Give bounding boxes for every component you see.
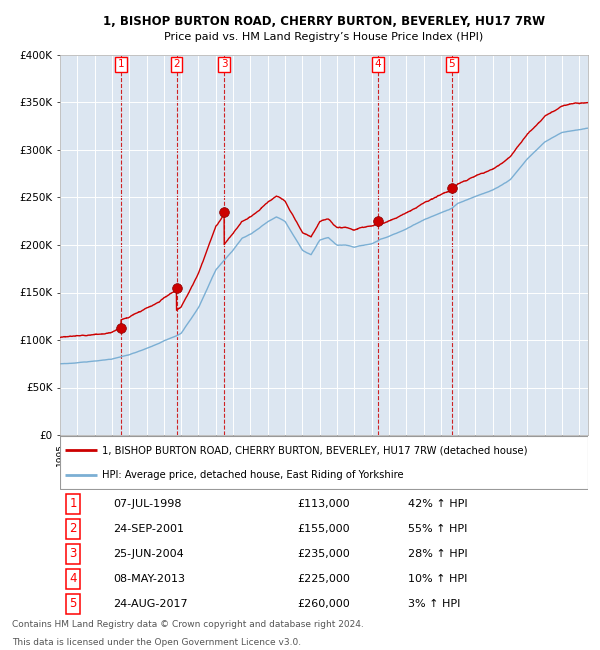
Text: HPI: Average price, detached house, East Riding of Yorkshire: HPI: Average price, detached house, East… — [102, 469, 404, 480]
Text: 07-JUL-1998: 07-JUL-1998 — [113, 499, 181, 509]
Text: 24-AUG-2017: 24-AUG-2017 — [113, 599, 187, 609]
Text: This data is licensed under the Open Government Licence v3.0.: This data is licensed under the Open Gov… — [12, 638, 301, 647]
Text: 5: 5 — [449, 60, 455, 70]
Text: 25-JUN-2004: 25-JUN-2004 — [113, 549, 184, 559]
Text: 1: 1 — [118, 60, 124, 70]
Text: 2: 2 — [173, 60, 180, 70]
Text: 1, BISHOP BURTON ROAD, CHERRY BURTON, BEVERLEY, HU17 7RW (detached house): 1, BISHOP BURTON ROAD, CHERRY BURTON, BE… — [102, 445, 528, 456]
Text: 4: 4 — [70, 572, 77, 585]
Text: £155,000: £155,000 — [298, 524, 350, 534]
Text: 08-MAY-2013: 08-MAY-2013 — [113, 574, 185, 584]
Text: £113,000: £113,000 — [298, 499, 350, 509]
Text: 24-SEP-2001: 24-SEP-2001 — [113, 524, 184, 534]
Text: Price paid vs. HM Land Registry’s House Price Index (HPI): Price paid vs. HM Land Registry’s House … — [164, 32, 484, 42]
Text: 4: 4 — [374, 60, 381, 70]
Text: 1, BISHOP BURTON ROAD, CHERRY BURTON, BEVERLEY, HU17 7RW: 1, BISHOP BURTON ROAD, CHERRY BURTON, BE… — [103, 15, 545, 28]
Text: 55% ↑ HPI: 55% ↑ HPI — [409, 524, 468, 534]
Text: 5: 5 — [70, 597, 77, 610]
Text: £260,000: £260,000 — [298, 599, 350, 609]
Text: £225,000: £225,000 — [298, 574, 350, 584]
Text: 2: 2 — [70, 522, 77, 535]
Text: 10% ↑ HPI: 10% ↑ HPI — [409, 574, 468, 584]
Text: 3% ↑ HPI: 3% ↑ HPI — [409, 599, 461, 609]
Text: 42% ↑ HPI: 42% ↑ HPI — [409, 499, 468, 509]
Text: 28% ↑ HPI: 28% ↑ HPI — [409, 549, 468, 559]
Text: £235,000: £235,000 — [298, 549, 350, 559]
Text: 3: 3 — [221, 60, 227, 70]
Text: Contains HM Land Registry data © Crown copyright and database right 2024.: Contains HM Land Registry data © Crown c… — [12, 620, 364, 629]
Text: 3: 3 — [70, 547, 77, 560]
Text: 1: 1 — [70, 497, 77, 510]
FancyBboxPatch shape — [60, 436, 588, 489]
